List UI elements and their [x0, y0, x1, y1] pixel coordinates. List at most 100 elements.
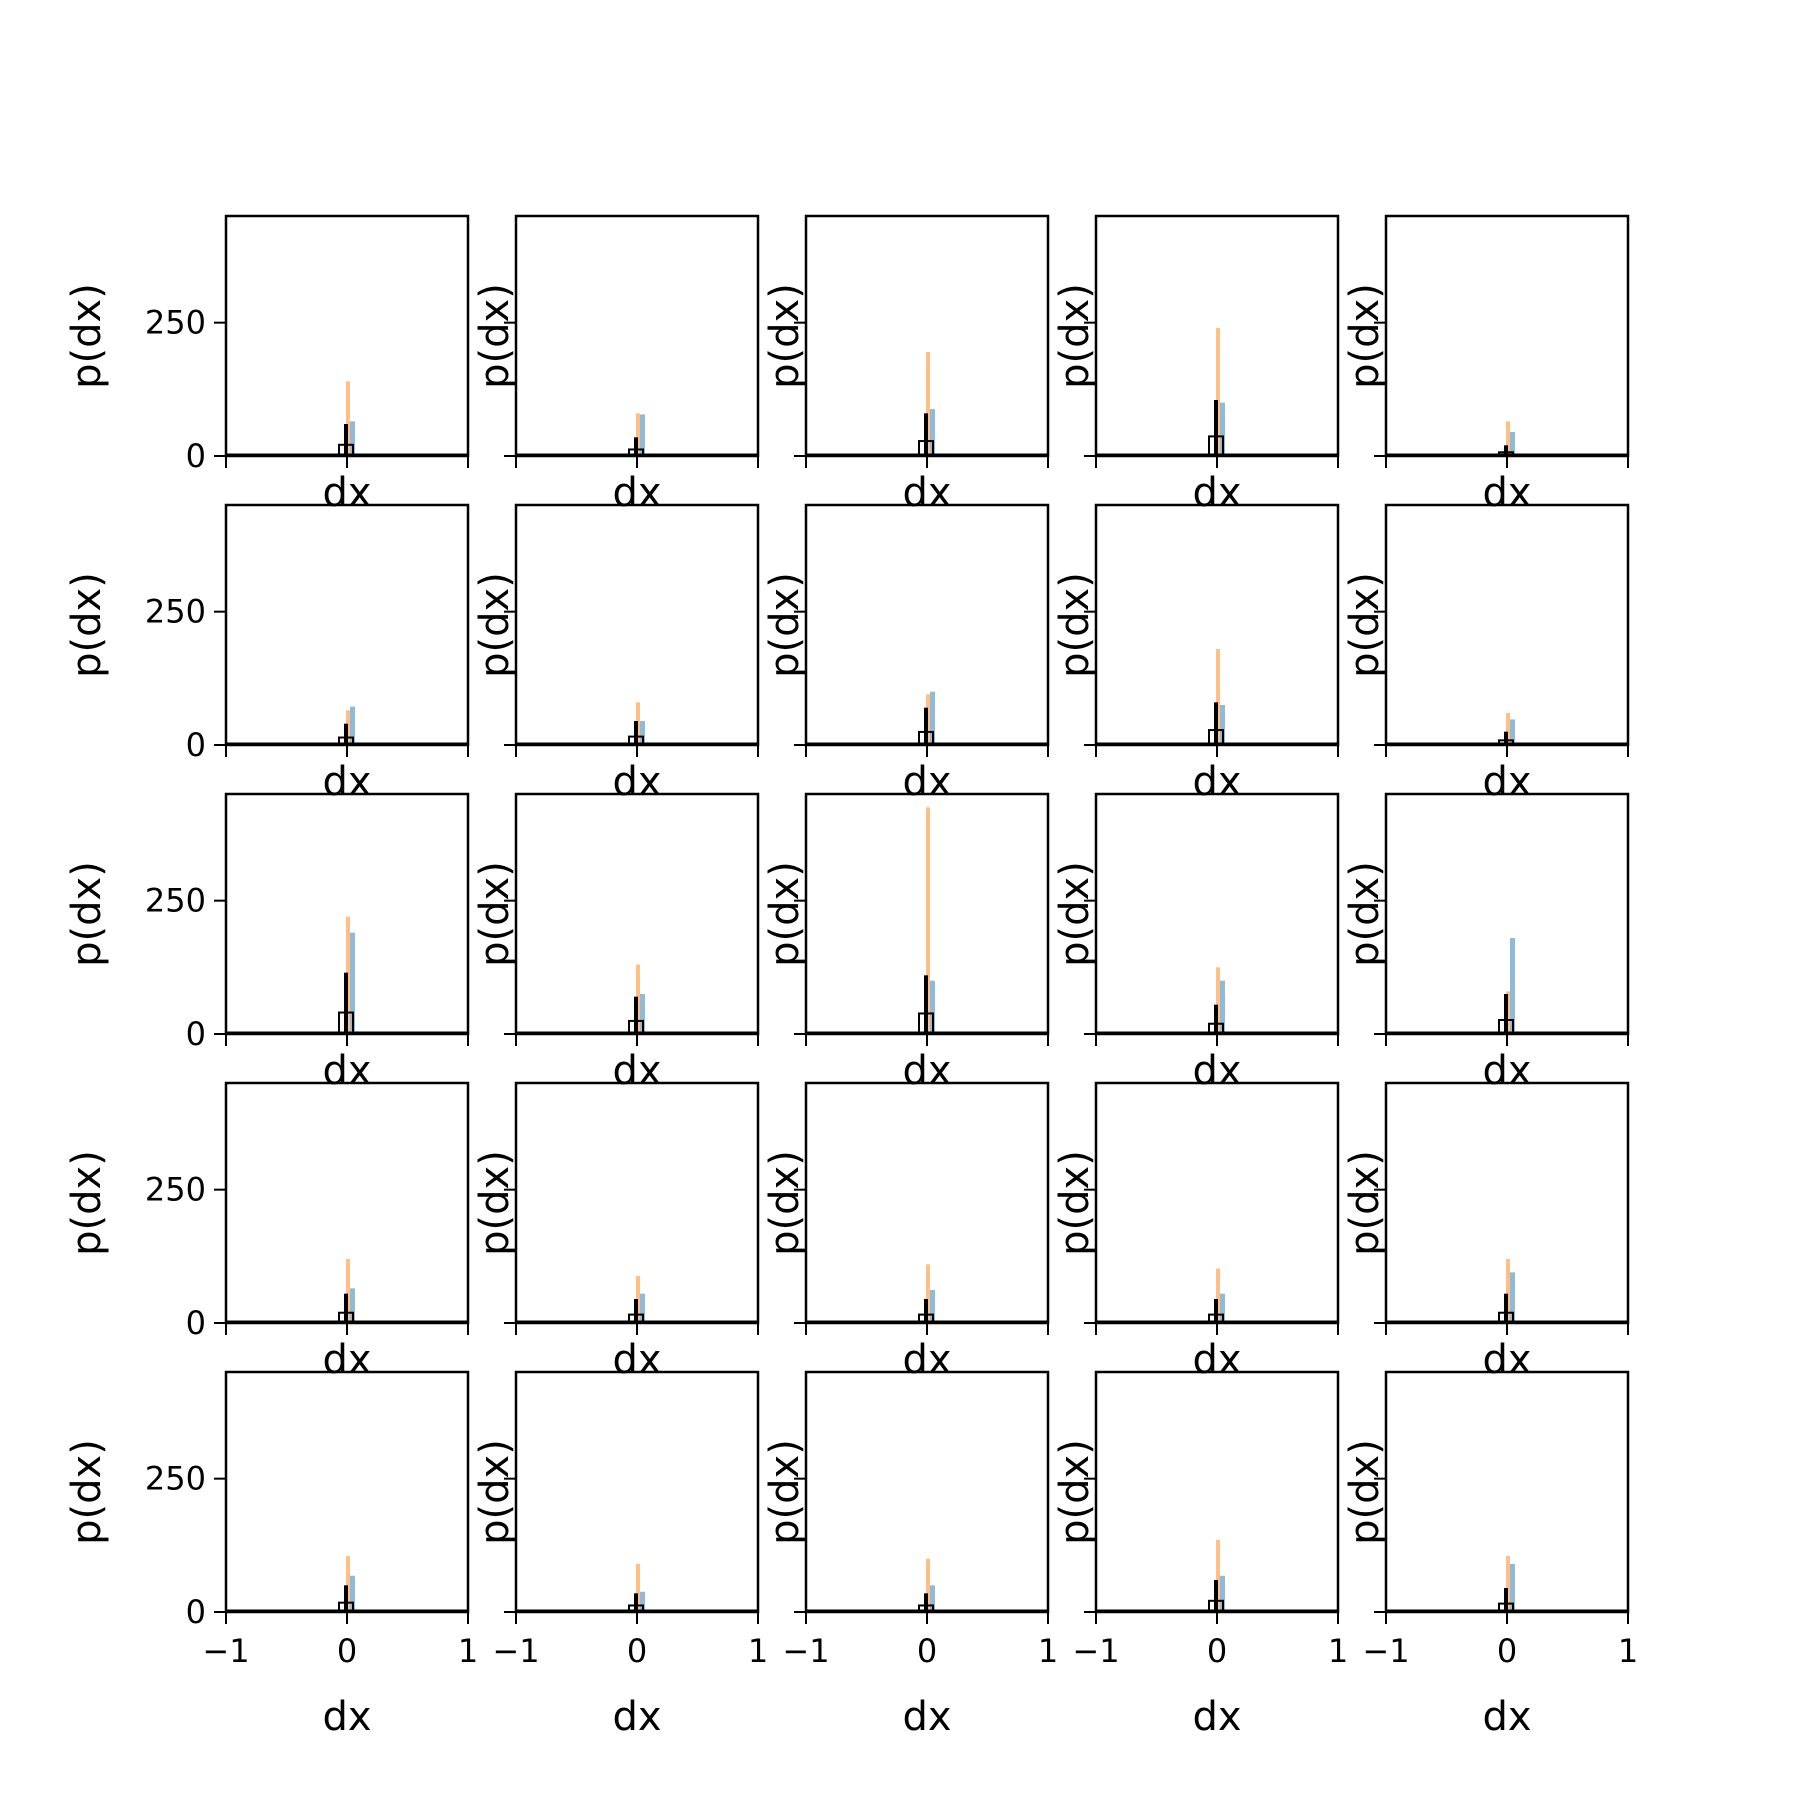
x-axis-label: dx [1192, 1694, 1241, 1740]
axes-frame [1384, 503, 1630, 747]
subplot-3-4: dx p(dx) [1052, 792, 1340, 1094]
x-axis-label: dx [1482, 1048, 1531, 1094]
orange-bar [636, 413, 640, 456]
y-tick-label: 250 [145, 882, 206, 920]
y-axis-label: p(dx) [1342, 861, 1388, 967]
x-axis-label: dx [902, 1048, 951, 1094]
x-axis-label: dx [902, 1694, 951, 1740]
subplot-2-3: dx p(dx) [762, 503, 1050, 805]
x-axis-label: dx [1192, 759, 1241, 805]
orange-bar [1216, 649, 1220, 745]
y-tick-label: 250 [145, 304, 206, 342]
x-tick-label: 1 [1038, 1632, 1058, 1670]
black-bar [1214, 400, 1218, 456]
orange-bar [926, 352, 930, 456]
black-bar [634, 437, 638, 456]
x-tick-label: 1 [458, 1632, 478, 1670]
blue-bar [640, 1293, 645, 1323]
orange-bar [1216, 1540, 1220, 1612]
blue-bar [930, 980, 935, 1034]
x-axis-label: dx [322, 470, 371, 516]
orange-bar [636, 1564, 640, 1612]
black-bar [924, 1593, 928, 1612]
blue-bar [1220, 980, 1225, 1034]
x-axis-label: dx [1192, 1048, 1241, 1094]
blue-bar [640, 994, 645, 1034]
subplot-5-2: −1 0 1 dx p(dx) [472, 1370, 768, 1740]
orange-bar [346, 1259, 350, 1323]
subplot-3-2: dx p(dx) [472, 792, 760, 1094]
blue-bar [350, 1575, 355, 1612]
x-axis-label: dx [1482, 759, 1531, 805]
orange-bar [346, 1556, 350, 1612]
blue-bar [350, 706, 355, 745]
black-bar [1504, 731, 1508, 745]
black-bar [924, 413, 928, 456]
blue-bar [930, 691, 935, 745]
y-axis-label: p(dx) [1342, 1439, 1388, 1545]
subplot-2-2: dx p(dx) [472, 503, 760, 805]
x-axis-label: dx [322, 1048, 371, 1094]
subplot-1-3: dx p(dx) [762, 214, 1050, 516]
orange-bar [1216, 328, 1220, 456]
x-axis-label: dx [902, 1337, 951, 1383]
x-axis-label: dx [1192, 1337, 1241, 1383]
orange-bar [1506, 421, 1510, 456]
subplot-2-4: dx p(dx) [1052, 503, 1340, 805]
y-axis-label: p(dx) [472, 1150, 518, 1256]
y-tick-label: 0 [186, 437, 206, 475]
black-bar [924, 707, 928, 745]
y-tick-label: 0 [186, 1593, 206, 1631]
black-bar [344, 723, 348, 745]
y-axis-label: p(dx) [1052, 861, 1098, 967]
y-axis-label: p(dx) [1342, 1150, 1388, 1256]
x-axis-label: dx [1482, 470, 1531, 516]
x-axis-label: dx [1192, 470, 1241, 516]
black-bar [634, 721, 638, 745]
x-axis-label: dx [612, 470, 661, 516]
blue-bar [1510, 719, 1515, 745]
y-tick-label: 250 [145, 1171, 206, 1209]
orange-bar [1506, 1556, 1510, 1612]
subplot-4-3: dx p(dx) [762, 1081, 1050, 1383]
y-tick-label: 0 [186, 1304, 206, 1342]
black-bar [634, 1593, 638, 1612]
black-bar [1214, 1580, 1218, 1612]
x-axis-label: dx [612, 1048, 661, 1094]
orange-bar [346, 381, 350, 456]
x-axis-label: dx [322, 759, 371, 805]
y-axis-label: p(dx) [472, 283, 518, 389]
y-axis-label: p(dx) [64, 1439, 110, 1545]
black-bar [344, 1585, 348, 1612]
black-bar [1504, 994, 1508, 1034]
black-bar [1214, 702, 1218, 745]
x-axis-label: dx [612, 1694, 661, 1740]
subplot-5-3: −1 0 1 dx p(dx) [762, 1370, 1058, 1740]
x-tick-label: −1 [202, 1632, 249, 1670]
x-tick-label: 0 [337, 1632, 357, 1670]
black-bar [1214, 1004, 1218, 1034]
y-axis-label: p(dx) [1052, 1150, 1098, 1256]
y-tick-label: 0 [186, 1015, 206, 1053]
blue-bar [930, 1585, 935, 1612]
blue-bar [640, 721, 645, 745]
y-axis-label: p(dx) [762, 1439, 808, 1545]
black-bar [1504, 1588, 1508, 1612]
black-bar [344, 424, 348, 456]
x-tick-label: 1 [1618, 1632, 1638, 1670]
blue-bar [350, 932, 355, 1034]
subplot-1-2: dx p(dx) [472, 214, 760, 516]
x-tick-label: −1 [782, 1632, 829, 1670]
y-axis-label: p(dx) [472, 1439, 518, 1545]
y-axis-label: p(dx) [762, 1150, 808, 1256]
x-tick-label: −1 [1072, 1632, 1119, 1670]
x-axis-label: dx [1482, 1337, 1531, 1383]
blue-bar [1220, 705, 1225, 745]
black-bar [344, 972, 348, 1034]
subplot-3-5: dx p(dx) [1342, 792, 1630, 1094]
y-axis-label: p(dx) [1342, 572, 1388, 678]
blue-bar [1220, 1293, 1225, 1323]
orange-bar [926, 807, 930, 1034]
subplot-1-5: dx p(dx) [1342, 214, 1630, 516]
blue-bar [1510, 938, 1515, 1034]
